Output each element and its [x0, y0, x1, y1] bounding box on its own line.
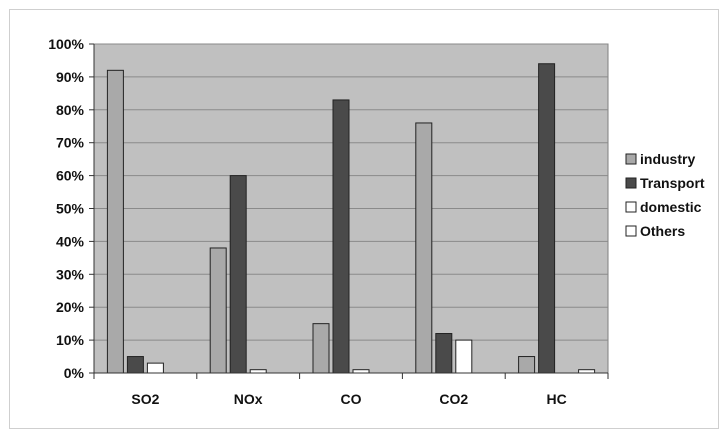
y-tick-label: 40%	[56, 233, 85, 249]
bar-transport-hc	[538, 63, 556, 374]
y-tick-label: 50%	[56, 201, 85, 217]
bar-domestic-so2	[146, 362, 164, 374]
x-tick-label: CO2	[439, 391, 468, 407]
bar-transport-co	[332, 99, 350, 374]
y-tick-label: 20%	[56, 299, 85, 315]
x-tick-label: SO2	[131, 391, 159, 407]
bar-industry-co	[312, 323, 330, 374]
legend-label-others: Others	[640, 223, 685, 239]
y-tick-label: 80%	[56, 102, 85, 118]
y-tick-labels: 0% 10% 20% 30% 40% 50% 60% 70% 80% 90% 100%	[48, 36, 84, 381]
legend-label-domestic: domestic	[640, 199, 702, 215]
axes	[93, 44, 609, 379]
legend-label-industry: industry	[640, 151, 695, 167]
bar-industry-so2	[106, 69, 124, 374]
y-tick-label: 100%	[48, 36, 84, 52]
y-tick-label: 90%	[56, 69, 85, 85]
y-tick-label: 70%	[56, 135, 85, 151]
gridlines	[89, 43, 608, 374]
x-tick-label: NOx	[234, 391, 263, 407]
bar-domestic-co2	[455, 339, 473, 374]
legend-swatch-industry	[625, 153, 637, 165]
y-tick-label: 60%	[56, 168, 85, 184]
y-tick-label: 0%	[64, 365, 85, 381]
bar-industry-nox	[209, 247, 227, 374]
legend-swatch-others	[625, 225, 637, 237]
legend-label-transport: Transport	[640, 175, 705, 191]
bar-industry-co2	[415, 122, 433, 374]
y-tick-label: 10%	[56, 332, 85, 348]
bar-industry-hc	[518, 356, 536, 374]
bars	[106, 63, 596, 374]
x-tick-label: CO	[341, 391, 362, 407]
bar-transport-so2	[126, 356, 144, 374]
x-tick-label: HC	[546, 391, 566, 407]
legend: industry Transport domestic Others	[625, 151, 705, 239]
y-tick-label: 30%	[56, 266, 85, 282]
x-tick-labels: SO2 NOx CO CO2 HC	[131, 391, 566, 407]
bar-transport-co2	[435, 333, 453, 374]
legend-swatch-transport	[625, 177, 637, 189]
legend-swatch-domestic	[625, 201, 637, 213]
bar-transport-nox	[229, 175, 247, 374]
